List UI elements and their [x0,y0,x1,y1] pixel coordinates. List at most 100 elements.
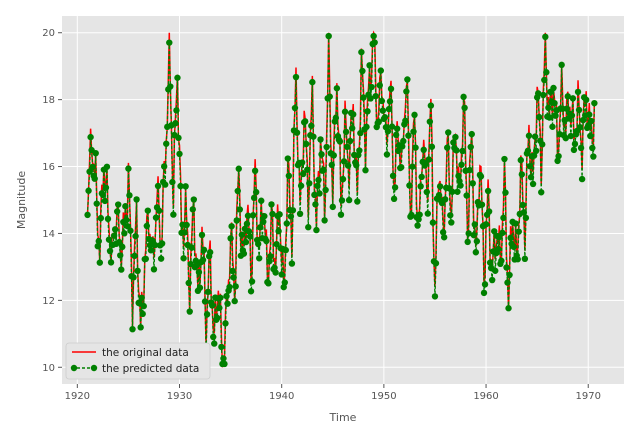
predicted-point [185,279,192,287]
predicted-point [186,308,193,315]
y-axis-ticks: 10 12 14 16 18 20 [42,28,62,374]
predicted-point [338,197,346,204]
predicted-point [521,255,529,263]
x-axis-ticks: 1920 1930 1940 1950 1960 1970 [65,384,601,402]
predicted-point [498,257,505,264]
predicted-point [268,201,275,208]
y-tick-label: 14 [42,229,55,240]
predicted-point [551,99,558,107]
predicted-point [466,166,473,174]
predicted-point [115,201,122,208]
predicted-point [414,222,421,229]
predicted-point [221,360,228,368]
predicted-point [469,180,476,187]
predicted-point [526,163,534,170]
predicted-point [312,201,319,208]
predicted-point [183,221,190,229]
predicted-point [321,217,328,224]
predicted-point [503,264,510,271]
predicted-point [226,283,233,291]
y-tick-label: 12 [42,296,55,307]
predicted-point [180,255,187,262]
predicted-point [322,186,329,194]
predicted-point [170,211,177,218]
predicted-point [132,232,139,240]
predicted-point [543,69,550,76]
predicted-point [518,171,526,178]
predicted-point [240,250,248,257]
predicted-point [235,165,242,172]
predicted-point [563,105,570,112]
predicted-point [99,191,107,199]
predicted-point [591,99,598,107]
predicted-point [520,209,528,216]
predicted-point [562,134,569,142]
predicted-point [127,227,134,234]
predicted-point [370,32,377,40]
predicted-point [116,238,123,246]
predicted-point [317,136,324,143]
predicted-point [91,175,98,182]
predicted-point [488,276,496,284]
predicted-point [223,292,230,300]
predicted-point [589,144,596,152]
predicted-point [367,95,374,102]
predicted-point [534,90,542,97]
predicted-point [481,281,489,288]
predicted-point [492,267,499,274]
predicted-point [173,107,180,114]
predicted-point [539,141,546,148]
predicted-point [368,83,375,91]
predicted-point [121,230,128,237]
predicted-point [441,196,449,203]
predicted-point [507,234,514,242]
predicted-point [86,168,93,175]
predicted-point [576,124,584,131]
predicted-point [389,172,397,180]
predicted-point [299,170,307,178]
predicted-point [310,133,317,140]
predicted-point [84,211,91,219]
predicted-point [105,236,113,243]
predicted-point [354,198,361,205]
predicted-point [431,293,439,300]
predicted-point [464,238,471,246]
predicted-point [449,188,456,195]
predicted-point [359,67,366,75]
predicted-point [590,153,597,160]
predicted-point [495,245,502,253]
legend-predicted-label: the predicted data [102,363,199,375]
predicted-point [325,32,332,40]
predicted-point [383,151,391,158]
predicted-point [85,187,92,194]
predicted-point [298,159,306,166]
predicted-point [308,122,315,129]
predicted-point [140,302,147,310]
predicted-point [133,196,140,203]
predicted-point [323,143,330,151]
predicted-point [406,182,413,189]
predicted-point [190,196,198,203]
predicted-point [230,274,237,281]
predicted-point [478,201,486,208]
predicted-point [147,247,155,254]
predicted-point [309,78,316,86]
predicted-point [247,288,255,295]
predicted-point [199,256,207,264]
predicted-point [143,222,151,230]
predicted-point [267,253,274,260]
predicted-point [436,183,444,190]
predicted-point [196,284,204,291]
predicted-point [273,240,280,248]
predicted-point [142,255,149,263]
predicted-point [579,116,587,124]
predicted-point [432,260,440,267]
predicted-point [455,172,462,180]
predicted-point [167,83,174,90]
predicted-point [304,166,311,173]
predicted-point [263,237,270,245]
predicted-point [568,112,576,119]
predicted-point [169,178,176,186]
predicted-point [254,240,262,248]
predicted-point [248,278,256,285]
